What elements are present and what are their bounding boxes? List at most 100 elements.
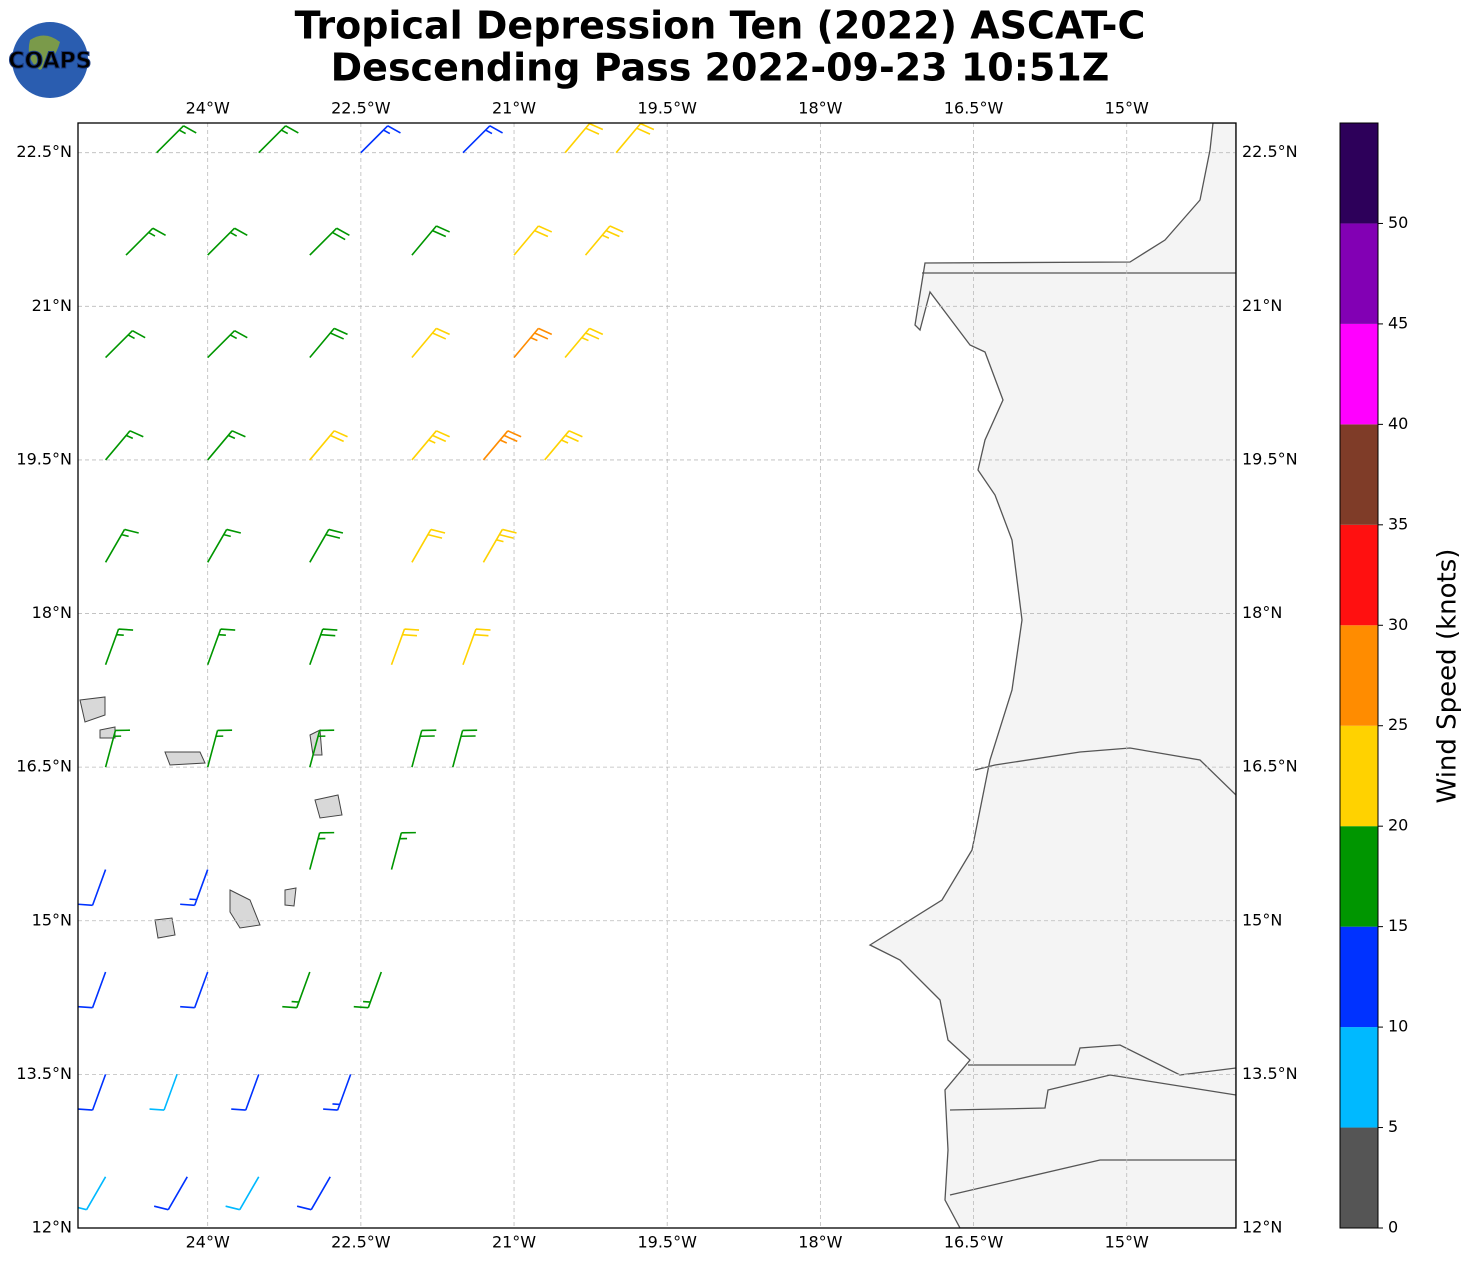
barbs [78,123,655,1211]
x-tick-label: 19.5°W [637,1233,697,1252]
wind-barb [462,125,503,154]
border [949,1044,1236,1196]
x-tick-label: 18°W [798,99,842,118]
wind-barb [309,528,344,563]
colorbar-segment [1340,1127,1378,1228]
wind-barb [390,831,416,870]
y-tick-label: 18°N [32,603,72,622]
wind-barb [513,327,553,359]
wind-barb [207,227,248,256]
wind-barb [309,831,335,870]
y-tick-label: 22.5°N [16,142,72,161]
colorbar-segment [1340,323,1378,425]
wind-barb [353,971,383,1009]
colorbar-segment [1340,725,1378,827]
wind-barb [125,227,166,256]
x-tick-label: 21°W [492,99,536,118]
wind-barb [231,1074,260,1111]
wind-barb [78,869,107,907]
y-tick-label: 21°N [1242,296,1282,315]
colorbar-segment [1340,123,1378,224]
wind-barb [149,1074,178,1111]
x-tick-label: 24°W [186,1233,230,1252]
wind-barb [482,430,522,461]
wind-barb [282,971,311,1009]
colorbar-label: Wind Speed (knots) [1433,549,1463,804]
y-tick-label: 12°N [1242,1218,1282,1237]
colorbar-segment [1340,625,1378,726]
colorbar-segment [1340,223,1378,324]
colorbar-segment [1340,1027,1378,1128]
x-tick-label: 22.5°W [331,99,391,118]
colorbar-segment [1340,424,1378,525]
wind-barb [78,1176,107,1211]
colorbar-tick-label: 25 [1388,715,1408,734]
x-tick-label: 19.5°W [637,99,697,118]
wind-barb [411,729,437,768]
y-tick-label: 18°N [1242,603,1282,622]
wind-barb [104,528,139,563]
wind-barb [207,329,248,359]
map-frame [77,122,1237,1229]
y-tick-label: 19.5°N [1242,449,1298,468]
wind-barb [78,971,107,1009]
colorbar-tick-label: 35 [1388,514,1408,533]
wind-barb [78,1074,107,1111]
x-tick-label: 22.5°W [331,1233,391,1252]
x-tick-label: 15°W [1105,99,1149,118]
wind-barb [104,729,130,768]
y-tick-label: 19.5°N [16,449,72,468]
wind-barb [323,1074,352,1111]
y-tick-label: 13.5°N [16,1064,72,1083]
colorbar-tick-label: 10 [1388,1017,1408,1036]
wind-barb [105,329,146,359]
wind-barb [390,628,420,666]
colorbar-segment [1340,826,1378,927]
wind-barb [104,430,144,461]
colorbar-tick-label: 20 [1388,816,1408,835]
colorbar-segment [1340,926,1378,1028]
wind-barb [156,125,197,154]
colorbar-tick-label: 45 [1388,313,1408,332]
coastline [868,123,1236,1228]
wind-barb [206,628,236,666]
wind-barb [564,123,604,154]
y-tick-label: 13.5°N [1242,1064,1298,1083]
wind-barb [180,971,209,1009]
wind-barb [309,628,338,666]
wind-barb [360,125,401,154]
logo-text: COAPS [8,49,91,74]
x-tick-label: 18°W [798,1233,842,1252]
wind-barb [180,869,209,907]
map-base [79,123,1236,1228]
wind-barb [207,430,246,461]
wind-barb [206,729,233,768]
subtitle: Descending Pass 2022-09-23 10:51Z [331,46,1110,90]
wind-barb [258,125,299,154]
colorbar-tick-label: 15 [1388,916,1408,935]
wind-barb [411,225,450,256]
wind-barb [225,1176,260,1211]
colorbar-tick-label: 50 [1388,213,1408,232]
x-tick-label: 24°W [186,99,230,118]
logo-land [28,35,60,70]
wind-barb [513,225,553,256]
wind-barb [411,528,446,563]
y-tick-label: 21°N [32,296,72,315]
wind-barb [309,327,348,359]
wind-barb [615,123,655,154]
colorbar: 0 5 10 15 20 25 30 35 40 45 50 [1339,122,1408,1237]
wind-barb [309,729,335,768]
y-tick-label: 22.5°N [1242,142,1298,161]
x-tick-label: 16.5°W [944,1233,1004,1252]
y-tick-label: 15°N [1242,910,1282,929]
y-tick-label: 16.5°N [1242,757,1298,776]
y-tick-label: 12°N [32,1218,72,1237]
island [79,696,343,939]
border [974,747,1236,796]
wind-barb [411,327,450,359]
colorbar-tick-label: 30 [1388,615,1408,634]
colorbar-frame [1339,122,1379,1229]
colorbar-tick-label: 5 [1388,1117,1398,1136]
